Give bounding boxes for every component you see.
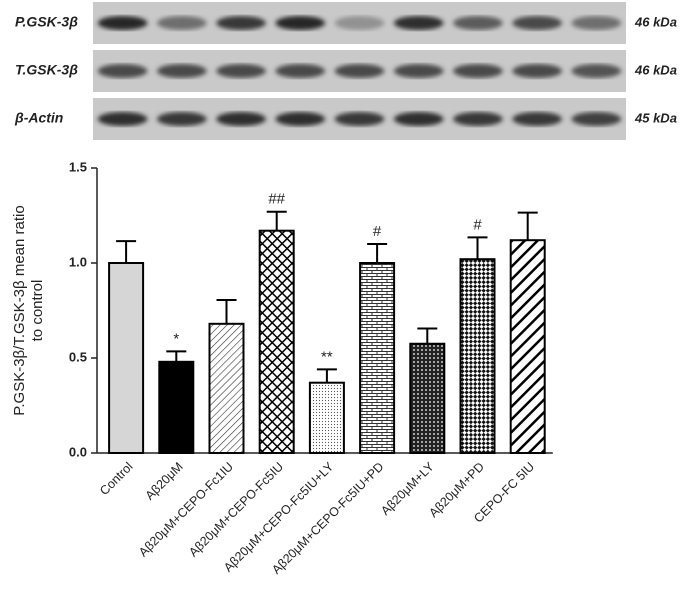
blot-band	[97, 16, 148, 30]
blot-band	[571, 16, 622, 30]
bar	[308, 381, 345, 455]
bar	[359, 262, 396, 454]
significance-label: **	[321, 348, 333, 365]
blot-band	[512, 64, 563, 78]
x-tick-label: Control	[97, 460, 135, 498]
blot-band	[156, 16, 207, 30]
bar	[108, 262, 145, 454]
bar	[459, 258, 496, 455]
x-tick-label: Aβ20μM+CEPO-Fc1IU	[136, 460, 236, 560]
blot-band	[334, 16, 385, 30]
significance-label: #	[473, 216, 482, 233]
y-tick-label: 0.0	[69, 444, 87, 459]
blot-panel: P.GSK-3β 46 kDa T.GSK-3β 46 kDa β-Actin 45 kD…	[14, 2, 677, 140]
y-tick-label: 1.0	[69, 254, 87, 269]
blot-band	[97, 64, 148, 78]
blot-band	[393, 64, 444, 78]
blot-band	[216, 64, 266, 78]
blot-band	[334, 64, 385, 78]
significance-label: *	[173, 330, 179, 347]
blot-band	[571, 112, 622, 126]
blot-band	[216, 16, 266, 30]
x-tick-label: Aβ20μM+CEPO-Fc5IU	[186, 460, 286, 560]
blot-band	[275, 112, 326, 126]
blot-size: 46 kDa	[634, 62, 677, 77]
blot-band	[393, 112, 444, 126]
blot-band	[156, 112, 207, 126]
bar	[258, 229, 295, 454]
y-tick-label: 0.5	[69, 349, 87, 364]
blot-band	[275, 64, 326, 78]
y-axis-title: P.GSK-3β/T.GSK-3β mean ratio	[11, 205, 28, 415]
y-axis-title: to control	[29, 280, 46, 342]
y-tick-label: 1.5	[69, 159, 87, 174]
blot-band	[453, 112, 503, 126]
blot-band	[453, 64, 503, 78]
bar	[208, 322, 245, 454]
blot-band	[393, 16, 444, 30]
blot-band	[334, 112, 385, 126]
blot-band	[512, 112, 563, 126]
bar	[509, 239, 546, 454]
blot-band	[97, 112, 148, 126]
blot-size: 46 kDa	[634, 14, 677, 29]
blot-band	[453, 16, 503, 30]
blot-size: 45 kDa	[634, 110, 677, 125]
blot-label: β-Actin	[14, 110, 63, 126]
bar-chart: 0.0 0.5 1.0 1.5 P.GSK-3β/T.GSK-3β mean ratio…	[11, 159, 553, 577]
x-tick-label: Aβ20μM	[143, 460, 186, 503]
blot-band	[512, 16, 563, 30]
blot-band	[156, 64, 207, 78]
significance-label: #	[373, 223, 382, 240]
blot-band	[571, 64, 622, 78]
blot-label: P.GSK-3β	[15, 14, 78, 30]
blot-band	[275, 16, 326, 30]
bar	[409, 342, 446, 454]
blot-label: T.GSK-3β	[15, 62, 78, 78]
significance-label: ##	[268, 191, 285, 208]
blot-band	[216, 112, 266, 126]
bar	[158, 360, 195, 454]
